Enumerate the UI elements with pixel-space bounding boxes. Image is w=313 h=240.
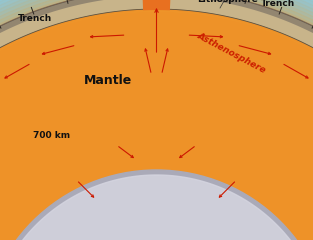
Circle shape	[0, 170, 313, 240]
Polygon shape	[9, 175, 304, 240]
Text: Trench: Trench	[261, 0, 295, 8]
Polygon shape	[0, 8, 313, 240]
Text: Trench: Trench	[18, 14, 52, 23]
Text: Lithosphere: Lithosphere	[198, 0, 259, 4]
Polygon shape	[142, 0, 171, 10]
Text: Asthenosphere: Asthenosphere	[196, 31, 268, 75]
Polygon shape	[0, 11, 313, 240]
Text: Mantle: Mantle	[84, 73, 132, 86]
Polygon shape	[0, 4, 313, 240]
Text: 700 km: 700 km	[33, 131, 70, 139]
